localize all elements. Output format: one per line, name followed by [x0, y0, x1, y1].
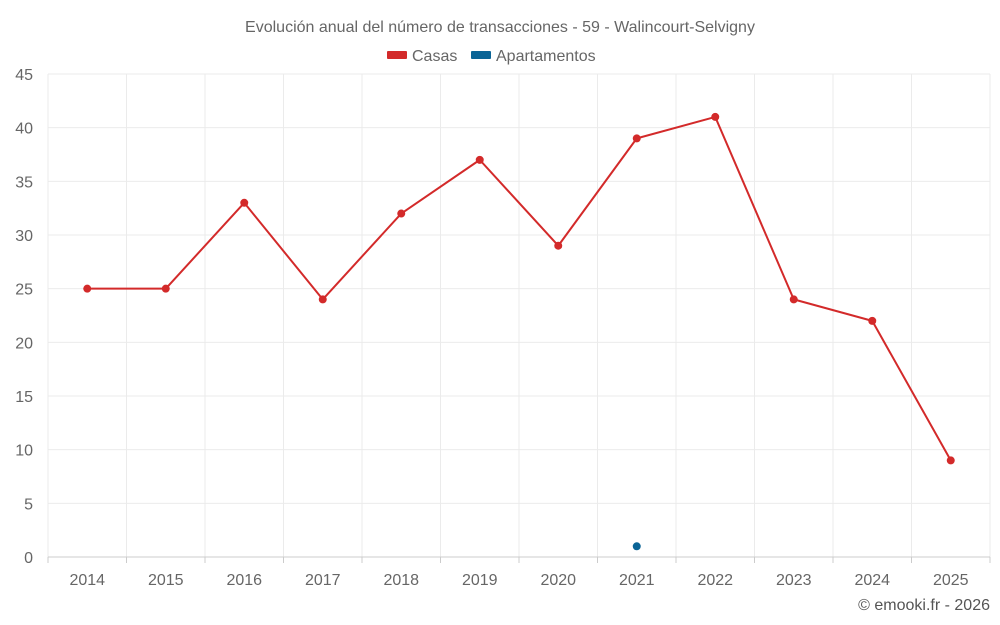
x-tick-label: 2023 [776, 572, 812, 589]
grid-lines [47, 73, 991, 558]
legend-label-apartamentos[interactable]: Apartamentos [496, 48, 596, 65]
y-tick-label: 20 [15, 335, 33, 352]
x-tick-label: 2025 [933, 572, 969, 589]
data-point-casas[interactable] [554, 241, 563, 250]
x-tick-label: 2016 [226, 572, 262, 589]
data-point-casas[interactable] [946, 456, 955, 465]
y-tick-label: 45 [15, 67, 33, 84]
y-axis: 0 5 10 15 20 25 30 35 40 45 [15, 67, 33, 567]
x-tick-label: 2018 [383, 572, 419, 589]
series-layer [83, 112, 955, 551]
data-point-casas[interactable] [868, 316, 877, 325]
data-point-casas[interactable] [475, 155, 484, 164]
x-tick-label: 2019 [462, 572, 498, 589]
data-point-apartamentos[interactable] [632, 542, 641, 551]
data-point-casas[interactable] [632, 134, 641, 143]
x-axis: 2014 2015 2016 2017 2018 2019 2020 2021 2022 2023… [47, 556, 991, 589]
legend-label-casas[interactable]: Casas [412, 48, 457, 65]
x-tick-label: 2017 [305, 572, 341, 589]
y-tick-label: 0 [24, 550, 33, 567]
y-tick-label: 15 [15, 389, 33, 406]
x-tick-label: 2014 [69, 572, 105, 589]
data-point-casas[interactable] [83, 284, 92, 293]
chart-title: Evolución anual del número de transaccio… [245, 19, 755, 36]
x-tick-label: 2015 [148, 572, 184, 589]
data-point-casas[interactable] [318, 295, 327, 304]
y-tick-label: 25 [15, 282, 33, 299]
x-tick-label: 2022 [697, 572, 733, 589]
x-tick-label: 2021 [619, 572, 655, 589]
legend: Casas Apartamentos [387, 48, 596, 65]
data-point-casas[interactable] [789, 295, 798, 304]
y-tick-label: 10 [15, 443, 33, 460]
y-tick-label: 5 [24, 496, 33, 513]
x-tick-label: 2024 [854, 572, 890, 589]
legend-swatch-apartamentos [471, 51, 491, 59]
data-point-casas[interactable] [240, 198, 249, 207]
credit-text: © emooki.fr - 2026 [858, 597, 990, 614]
y-tick-label: 40 [15, 121, 33, 138]
x-tick-label: 2020 [540, 572, 576, 589]
legend-swatch-casas [387, 51, 407, 59]
series-line-casas [87, 115, 952, 461]
data-point-casas[interactable] [161, 284, 170, 293]
data-point-casas[interactable] [397, 209, 406, 218]
y-tick-label: 30 [15, 228, 33, 245]
data-point-casas[interactable] [711, 112, 720, 121]
y-tick-label: 35 [15, 174, 33, 191]
